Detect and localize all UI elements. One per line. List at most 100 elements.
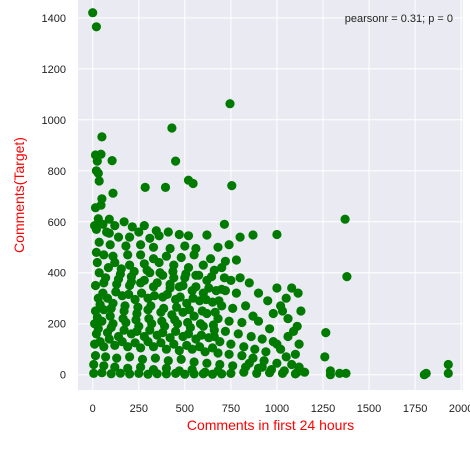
data-point: [290, 349, 300, 359]
y-tick-label: 400: [48, 268, 66, 280]
data-point: [104, 334, 114, 344]
data-point: [101, 352, 111, 362]
data-point: [161, 369, 171, 379]
data-point: [225, 99, 235, 109]
data-point: [129, 266, 139, 277]
data-point: [89, 359, 99, 370]
data-point: [120, 301, 130, 311]
data-point: [217, 284, 227, 294]
data-point: [146, 301, 156, 311]
data-point: [160, 182, 171, 192]
data-point: [157, 316, 167, 326]
data-point: [91, 22, 101, 32]
data-point: [117, 337, 127, 347]
data-point: [257, 362, 267, 372]
data-point: [134, 368, 144, 378]
data-point: [110, 340, 120, 350]
data-point: [227, 181, 237, 191]
data-point: [159, 303, 169, 313]
data-point: [137, 288, 147, 298]
data-point: [161, 344, 171, 354]
x-tick-label: 1750: [403, 403, 427, 415]
data-point: [202, 230, 212, 240]
data-point: [276, 344, 286, 354]
data-point: [104, 214, 114, 224]
data-point: [191, 282, 201, 292]
data-point: [183, 231, 194, 241]
data-point: [94, 176, 104, 186]
data-point: [154, 257, 164, 268]
data-point: [178, 280, 188, 291]
y-tick-labels: 0 200 400 600 800 1000 1200 1400: [42, 13, 66, 382]
data-point: [335, 368, 345, 378]
data-point: [91, 247, 101, 257]
y-tick-label: 1200: [42, 64, 66, 76]
data-point: [248, 230, 258, 240]
data-point: [171, 156, 181, 166]
x-tick-label: 250: [130, 403, 148, 415]
data-point: [174, 345, 184, 356]
data-point: [207, 369, 218, 379]
data-point: [277, 368, 288, 378]
data-point: [288, 326, 299, 336]
data-point: [208, 320, 218, 330]
data-point: [189, 250, 199, 260]
data-point: [125, 369, 135, 379]
data-point: [214, 296, 224, 306]
data-point: [136, 240, 146, 250]
data-point: [132, 326, 142, 336]
data-point: [293, 288, 303, 298]
data-point: [235, 232, 245, 242]
data-point: [209, 331, 219, 342]
data-point: [207, 272, 217, 282]
data-point: [231, 288, 241, 298]
data-point: [104, 228, 114, 238]
data-point: [113, 232, 124, 242]
data-point: [136, 250, 146, 260]
data-point: [272, 283, 282, 293]
data-point: [127, 222, 137, 232]
data-point: [148, 242, 159, 252]
data-point: [224, 316, 234, 326]
data-point: [235, 273, 245, 283]
data-point: [110, 221, 120, 231]
data-point: [224, 240, 234, 250]
data-point: [246, 331, 256, 342]
data-point: [137, 354, 148, 364]
data-point: [276, 301, 286, 311]
data-point: [283, 314, 293, 324]
data-point: [108, 298, 118, 308]
data-point: [257, 334, 267, 344]
data-point: [126, 277, 136, 287]
data-point: [228, 361, 238, 371]
data-point: [95, 300, 105, 310]
data-point: [111, 287, 121, 297]
data-point: [443, 359, 453, 370]
data-point: [194, 270, 204, 280]
data-point: [244, 278, 254, 288]
data-point: [341, 368, 351, 378]
data-point: [92, 257, 102, 268]
x-tick-label: 1500: [357, 403, 381, 415]
data-point: [171, 368, 181, 378]
data-point: [134, 227, 144, 237]
y-tick-label: 600: [48, 217, 66, 229]
data-point: [125, 260, 135, 270]
data-point: [237, 317, 247, 328]
x-tick-label: 1250: [311, 403, 335, 415]
y-tick-label: 1000: [42, 115, 66, 127]
y-tick-label: 800: [48, 166, 66, 178]
data-point: [98, 219, 108, 229]
data-point: [268, 337, 278, 347]
data-point: [106, 322, 116, 333]
data-point: [263, 296, 273, 306]
data-point: [92, 156, 102, 166]
data-point: [161, 251, 171, 261]
data-point: [165, 279, 175, 289]
data-point: [241, 301, 251, 311]
data-point: [172, 302, 182, 312]
data-point: [320, 352, 330, 362]
